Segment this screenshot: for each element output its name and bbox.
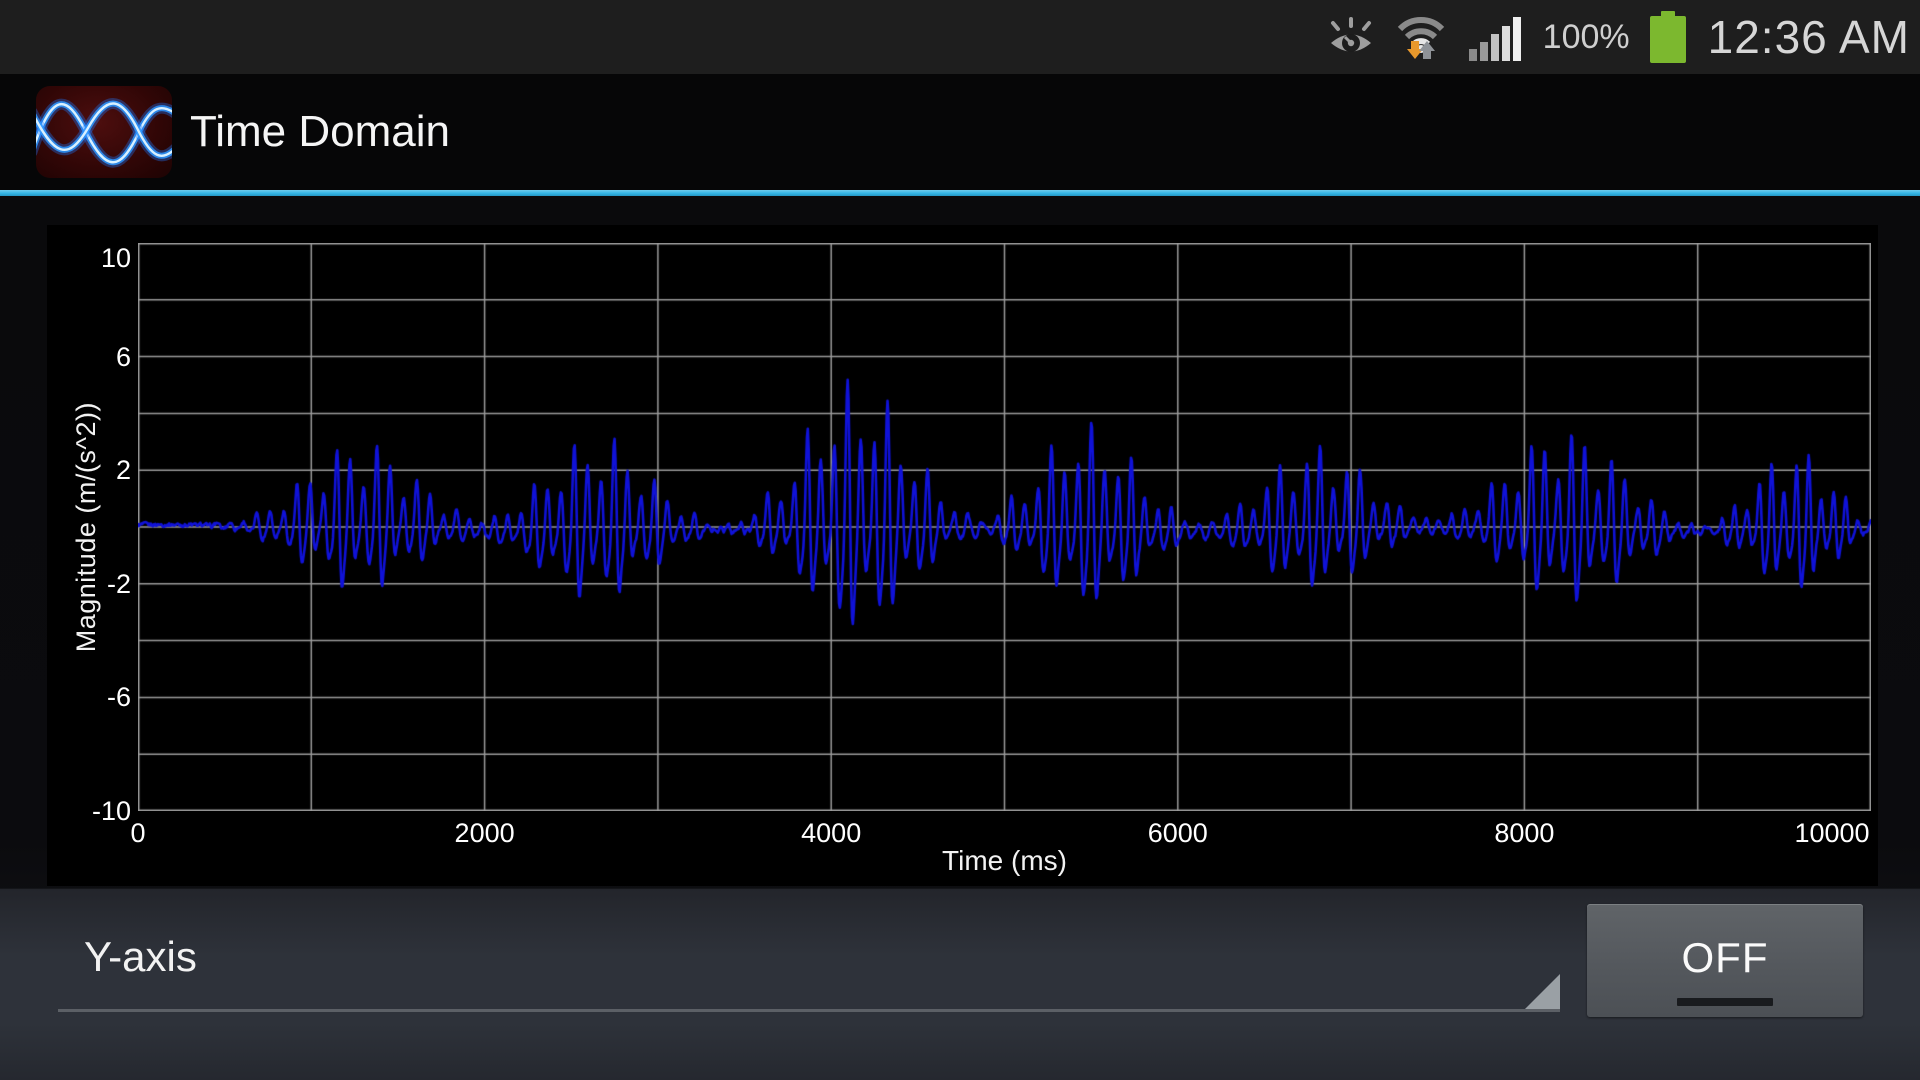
x-tick-label: 0 (130, 818, 146, 848)
bottom-bar: Y-axis OFF (0, 888, 1920, 1080)
battery-percent-label: 100% (1542, 17, 1630, 56)
y-tick-label: 10 (100, 243, 131, 273)
toggle-label: OFF (1681, 933, 1769, 981)
x-tick-label: 8000 (1494, 818, 1555, 848)
title-bar: Time Domain (0, 74, 1920, 190)
y-tick-label: 6 (115, 341, 131, 372)
x-axis-title: Time (ms) (942, 845, 1067, 876)
actionbar-accent-divider (0, 190, 1920, 196)
sine-waves-app-icon (36, 86, 172, 178)
spinner-dropdown-triangle-icon (1525, 974, 1560, 1009)
spinner-underline (58, 1009, 1560, 1012)
y-tick-label: 2 (115, 455, 131, 486)
status-bar: 100% 12:36 AM (0, 0, 1920, 74)
y-tick-label: -6 (106, 682, 131, 713)
x-tick-label: 2000 (454, 818, 515, 848)
y-tick-label: -10 (91, 796, 131, 826)
y-axis-spinner[interactable]: Y-axis (58, 899, 1560, 1012)
x-tick-label: 10000 (1794, 818, 1870, 848)
y-tick-label: -2 (106, 568, 131, 599)
time-domain-plot (138, 243, 1871, 811)
toggle-state-indicator (1677, 998, 1773, 1006)
x-tick-label: 4000 (801, 818, 862, 848)
wifi-icon (1395, 11, 1447, 63)
smart-stay-eye-icon (1327, 16, 1375, 58)
battery-icon (1649, 11, 1686, 63)
sampling-toggle-button[interactable]: OFF (1587, 904, 1863, 1017)
y-axis-title: Magnitude (m/(s^2)) (71, 401, 101, 653)
clock-label: 12:36 AM (1707, 11, 1910, 63)
spinner-label: Y-axis (84, 933, 197, 980)
x-tick-label: 6000 (1147, 818, 1208, 848)
page-title: Time Domain (190, 107, 450, 156)
chart-panel: Magnitude (m/(s^2)) Time (ms) 0 2000 4000 6… (47, 225, 1878, 886)
signal-strength-icon (1467, 13, 1523, 61)
